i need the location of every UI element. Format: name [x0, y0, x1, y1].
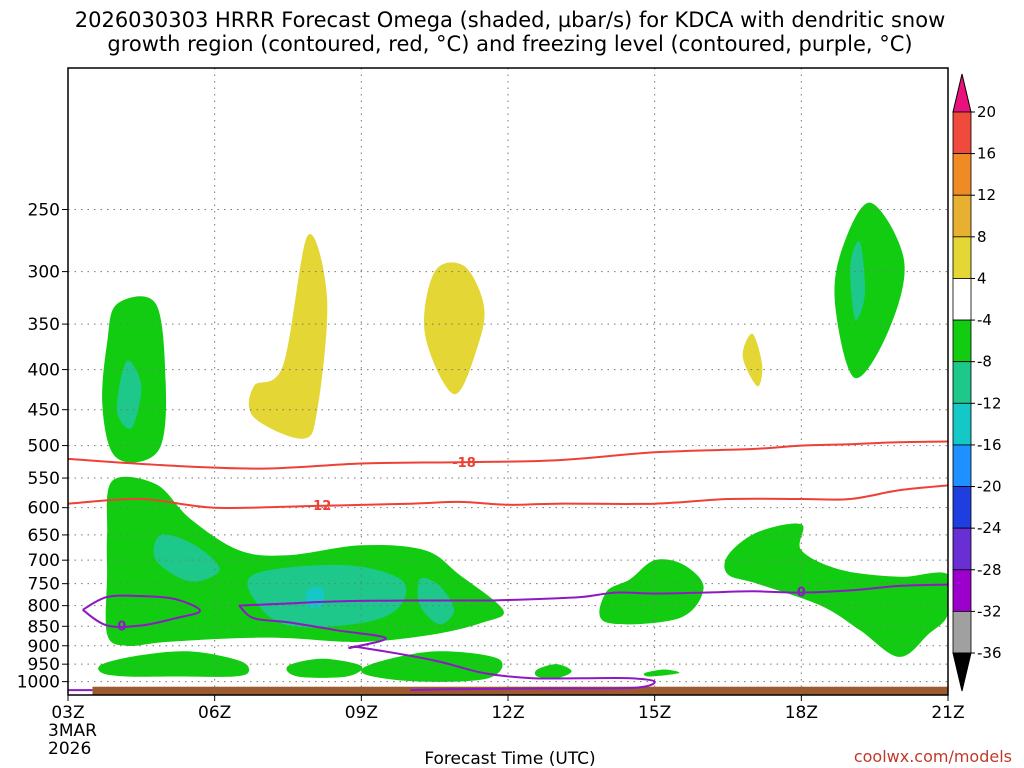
colorbar-box-5	[952, 319, 972, 363]
omega-region-8	[98, 651, 250, 677]
colorbar-label-4: 4	[977, 269, 987, 287]
colorbar-box-0	[952, 111, 972, 155]
omega-region-9	[286, 658, 363, 678]
ground-strip	[92, 686, 948, 695]
omega-region-3	[850, 241, 866, 320]
colorbar-box-6	[952, 361, 972, 404]
colorbar-box-12	[952, 610, 972, 654]
y-tick-label-13: 900	[28, 637, 60, 657]
contour-2	[239, 583, 948, 607]
colorbar-label-3: 8	[977, 228, 987, 246]
y-tick-label-0: 250	[28, 201, 60, 221]
contour-label-1: 12	[313, 499, 331, 514]
colorbar-label-5: -4	[977, 311, 992, 329]
omega-region-7	[105, 476, 504, 647]
omega-region-2	[834, 202, 905, 379]
y-tick-label-11: 800	[28, 597, 60, 617]
x-tick-label-0: 03Z	[51, 703, 84, 723]
colorbar-label-2: 12	[977, 186, 996, 204]
y-tick-label-14: 950	[28, 655, 60, 675]
contour-label-0: -18	[452, 456, 476, 471]
y-axis-ticks: 2503003504004505005506006507007508008509…	[17, 201, 68, 693]
colorbar-box-9	[952, 486, 972, 529]
colorbar-box-2	[952, 194, 972, 238]
contour-1	[68, 484, 948, 510]
y-tick-label-6: 550	[28, 469, 60, 489]
x-tick-label-1: 06Z	[198, 703, 231, 723]
ground-layer	[92, 686, 948, 695]
chart-title-line2: growth region (contoured, red, °C) and f…	[107, 32, 912, 56]
colorbar-bottom-triangle	[952, 652, 972, 692]
contour-4	[238, 604, 656, 692]
x-axis-ticks: 03Z 06Z 09Z 12Z 15Z 18Z 21Z	[51, 695, 965, 723]
x-tick-label-2: 09Z	[345, 703, 378, 723]
y-tick-label-3: 400	[28, 361, 60, 381]
omega-region-4	[248, 234, 328, 439]
omega-region-10	[361, 651, 503, 682]
omega-region-6	[742, 333, 763, 387]
colorbar-box-11	[952, 569, 972, 612]
colorbar-box-10	[952, 527, 972, 571]
contour-0	[68, 440, 948, 470]
omega-shading	[98, 202, 948, 682]
contour-lines: -18 12 0 0	[68, 440, 948, 692]
omega-region-18	[643, 669, 680, 677]
colorbar-box-4	[952, 278, 972, 321]
credit-text: coolwx.com/models	[854, 747, 1012, 766]
colorbar-label-0: 20	[977, 103, 996, 121]
y-tick-label-5: 500	[28, 437, 60, 457]
y-tick-label-10: 750	[28, 575, 60, 595]
y-tick-label-7: 600	[28, 499, 60, 519]
x-date-line1: 3MAR	[48, 721, 97, 741]
omega-region-5	[424, 262, 485, 395]
omega-region-16	[724, 523, 948, 657]
omega-region-12	[247, 564, 407, 628]
colorbar-label-8: -16	[977, 436, 1002, 454]
y-tick-label-15: 1000	[17, 673, 60, 693]
omega-region-11	[153, 534, 220, 582]
y-tick-label-8: 650	[28, 526, 60, 546]
colorbar-label-9: -20	[977, 478, 1002, 496]
omega-region-14	[305, 586, 325, 608]
colorbar-box-7	[952, 402, 972, 446]
y-tick-label-9: 700	[28, 551, 60, 571]
colorbar: 20 16 12 8 4 -4 -8 -12 -16 -20 -24 -28 -32 -36	[952, 73, 1002, 692]
x-tick-label-4: 15Z	[638, 703, 671, 723]
x-date-line2: 2026	[48, 739, 91, 759]
contour-label-3: 0	[117, 619, 126, 634]
colorbar-label-6: -8	[977, 353, 992, 371]
y-tick-label-2: 350	[28, 315, 60, 335]
colorbar-box-3	[952, 236, 972, 279]
omega-region-17	[534, 664, 572, 679]
y-tick-label-4: 450	[28, 401, 60, 421]
colorbar-label-13: -36	[977, 644, 1002, 662]
contour-label-2: 0	[797, 586, 806, 601]
colorbar-top-triangle	[952, 73, 972, 113]
x-axis-label: Forecast Time (UTC)	[424, 749, 595, 768]
colorbar-label-1: 16	[977, 145, 996, 163]
colorbar-label-12: -32	[977, 602, 1002, 620]
colorbar-box-1	[952, 153, 972, 196]
colorbar-label-11: -28	[977, 561, 1002, 579]
chart-title-line1: 2026030303 HRRR Forecast Omega (shaded, …	[75, 8, 946, 32]
x-tick-label-3: 12Z	[491, 703, 524, 723]
omega-region-1	[116, 360, 142, 429]
y-tick-label-12: 850	[28, 617, 60, 637]
omega-region-15	[599, 559, 704, 625]
colorbar-box-8	[952, 444, 972, 487]
colorbar-label-10: -24	[977, 519, 1002, 537]
x-tick-label-5: 18Z	[785, 703, 818, 723]
y-tick-label-1: 300	[28, 263, 60, 283]
colorbar-label-7: -12	[977, 394, 1002, 412]
grid-lines	[68, 68, 948, 695]
contour-3	[82, 594, 202, 628]
x-tick-label-6: 21Z	[931, 703, 964, 723]
